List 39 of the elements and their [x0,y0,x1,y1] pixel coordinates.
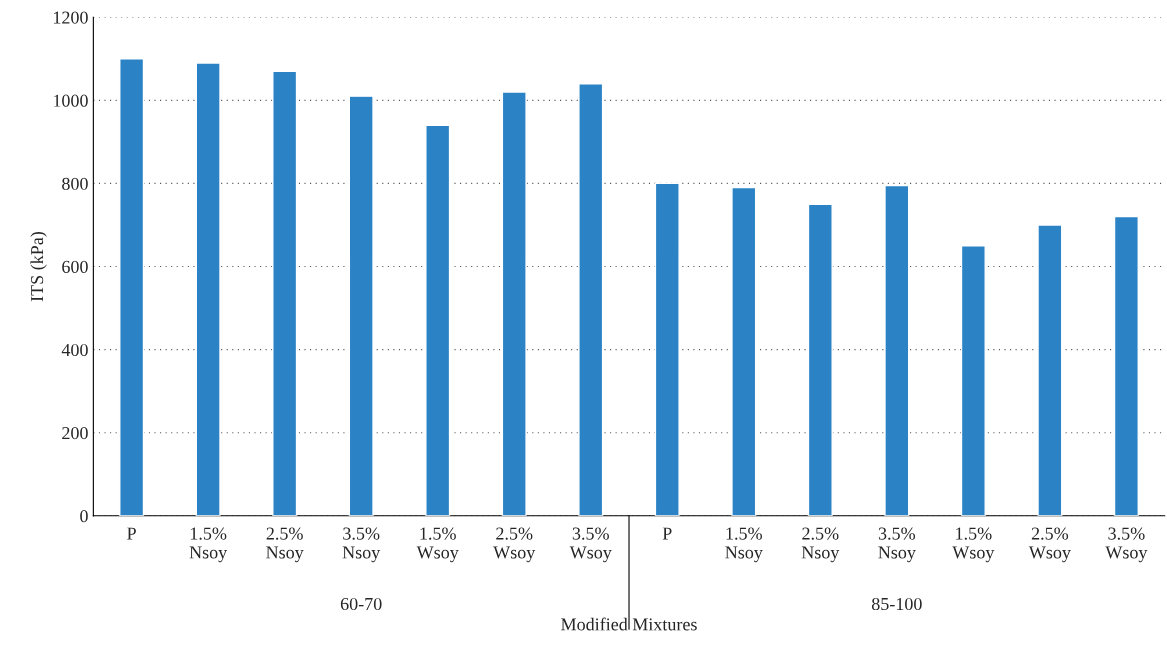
bar [1113,215,1139,516]
x-axis-title: Modified Mixtures [561,617,697,631]
x-tick-label: 3.5% Wsoy [569,527,612,563]
y-axis-title: ITS (kPa) [30,231,47,302]
x-tick-label: 3.5% Nsoy [878,527,916,563]
text: 60-70 [340,597,382,611]
bar [807,203,833,516]
x-tick-label: 2.5% Nsoy [801,527,840,563]
y-tick-label: 1000 [53,94,88,107]
y-tick-label: 400 [61,343,88,357]
y-tick-label: 1200 [53,11,88,24]
x-tick-label: 2.5% Wsoy [493,527,536,563]
x-tick-label: P [127,527,136,540]
x-tick-label: 1.5% Wsoy [952,527,995,563]
text: 85-100 [871,597,922,611]
bar [731,186,757,516]
y-tick-label: 800 [62,177,88,190]
bar [348,95,374,516]
x-tick-label: 1.5% Wsoy [416,527,459,563]
bar [119,58,145,516]
bar [578,83,604,516]
x-tick-label: 2.5% Wsoy [1028,527,1071,563]
bar [272,70,298,516]
y-tick-label: 600 [62,260,88,273]
bar [195,62,221,516]
bar [960,245,986,516]
bar [425,124,451,516]
y-tick-label: 0 [80,510,88,523]
bar [1037,224,1063,516]
x-tick-label: 2.5% Nsoy [266,527,304,563]
x-tick-label: 3.5% Wsoy [1105,527,1148,563]
y-tick-label: 200 [62,426,88,440]
x-tick-label: 3.5% Nsoy [342,527,381,563]
x-tick-label: 1.5% Nsoy [725,527,763,563]
x-tick-label: P [662,527,672,540]
x-tick-label: 1.5% Nsoy [189,527,228,563]
bar [884,184,910,516]
bar [654,182,680,516]
bar [501,91,527,516]
